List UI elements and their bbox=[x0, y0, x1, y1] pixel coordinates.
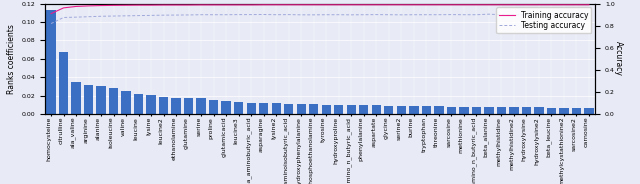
Bar bbox=[447, 107, 456, 114]
Bar bbox=[84, 85, 93, 114]
Bar bbox=[159, 97, 168, 114]
Bar bbox=[172, 98, 181, 114]
Bar bbox=[321, 105, 331, 114]
Bar bbox=[109, 88, 118, 114]
Bar bbox=[547, 108, 556, 114]
Bar bbox=[509, 107, 518, 114]
Bar bbox=[434, 106, 444, 114]
Bar bbox=[372, 105, 381, 114]
Bar bbox=[409, 106, 419, 114]
Bar bbox=[209, 100, 218, 114]
Bar bbox=[459, 107, 468, 114]
Bar bbox=[584, 108, 594, 114]
Bar bbox=[296, 104, 306, 114]
Bar bbox=[46, 10, 56, 114]
Bar bbox=[134, 94, 143, 114]
Bar bbox=[271, 103, 281, 114]
Bar bbox=[559, 108, 568, 114]
Bar bbox=[309, 104, 319, 114]
Bar bbox=[246, 103, 256, 114]
Bar bbox=[422, 106, 431, 114]
Legend: Training accuracy, Testing accuracy: Training accuracy, Testing accuracy bbox=[497, 8, 591, 33]
Y-axis label: Accuracy: Accuracy bbox=[614, 41, 623, 76]
Bar bbox=[184, 98, 193, 114]
Bar bbox=[497, 107, 506, 114]
Bar bbox=[359, 105, 369, 114]
Bar bbox=[122, 91, 131, 114]
Bar bbox=[347, 105, 356, 114]
Bar bbox=[334, 105, 344, 114]
Bar bbox=[196, 98, 206, 114]
Bar bbox=[284, 104, 293, 114]
Bar bbox=[97, 86, 106, 114]
Bar bbox=[221, 101, 231, 114]
Bar bbox=[484, 107, 493, 114]
Bar bbox=[259, 103, 268, 114]
Bar bbox=[572, 108, 581, 114]
Y-axis label: Ranks coefficients: Ranks coefficients bbox=[7, 24, 16, 94]
Bar bbox=[72, 82, 81, 114]
Bar bbox=[472, 107, 481, 114]
Bar bbox=[234, 102, 243, 114]
Bar bbox=[384, 106, 394, 114]
Bar bbox=[522, 107, 531, 114]
Bar bbox=[397, 106, 406, 114]
Bar bbox=[534, 107, 543, 114]
Bar bbox=[59, 52, 68, 114]
Bar bbox=[147, 95, 156, 114]
